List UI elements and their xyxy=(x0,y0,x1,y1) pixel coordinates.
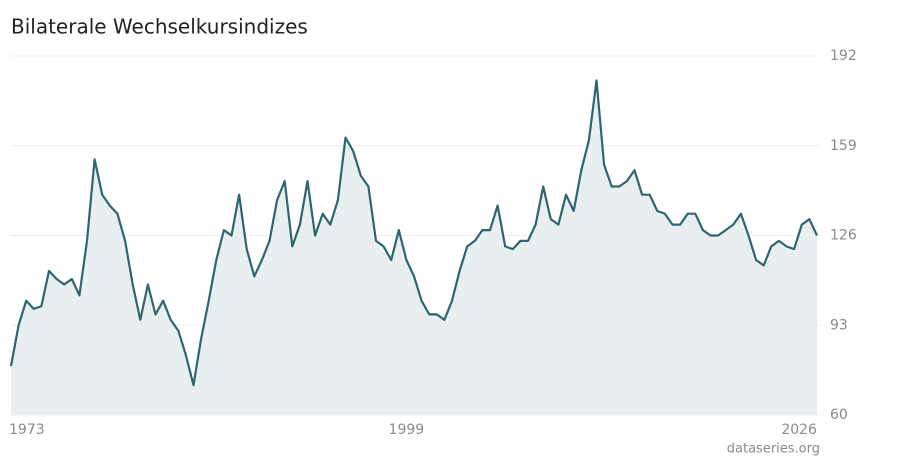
y-tick-label: 159 xyxy=(830,138,857,154)
y-tick-label: 126 xyxy=(830,228,857,244)
chart-title: Bilaterale Wechselkursindizes xyxy=(11,15,308,39)
y-tick-label: 93 xyxy=(830,317,848,333)
y-tick-label: 192 xyxy=(830,48,857,64)
area xyxy=(11,80,817,415)
source: dataseries.org xyxy=(727,442,820,457)
x-tick-label: 2026 xyxy=(781,422,817,438)
y-tick-label: 60 xyxy=(830,407,848,423)
line xyxy=(9,79,818,387)
x-tick-label: 1973 xyxy=(9,422,45,438)
x-tick-label: 1999 xyxy=(389,422,425,438)
